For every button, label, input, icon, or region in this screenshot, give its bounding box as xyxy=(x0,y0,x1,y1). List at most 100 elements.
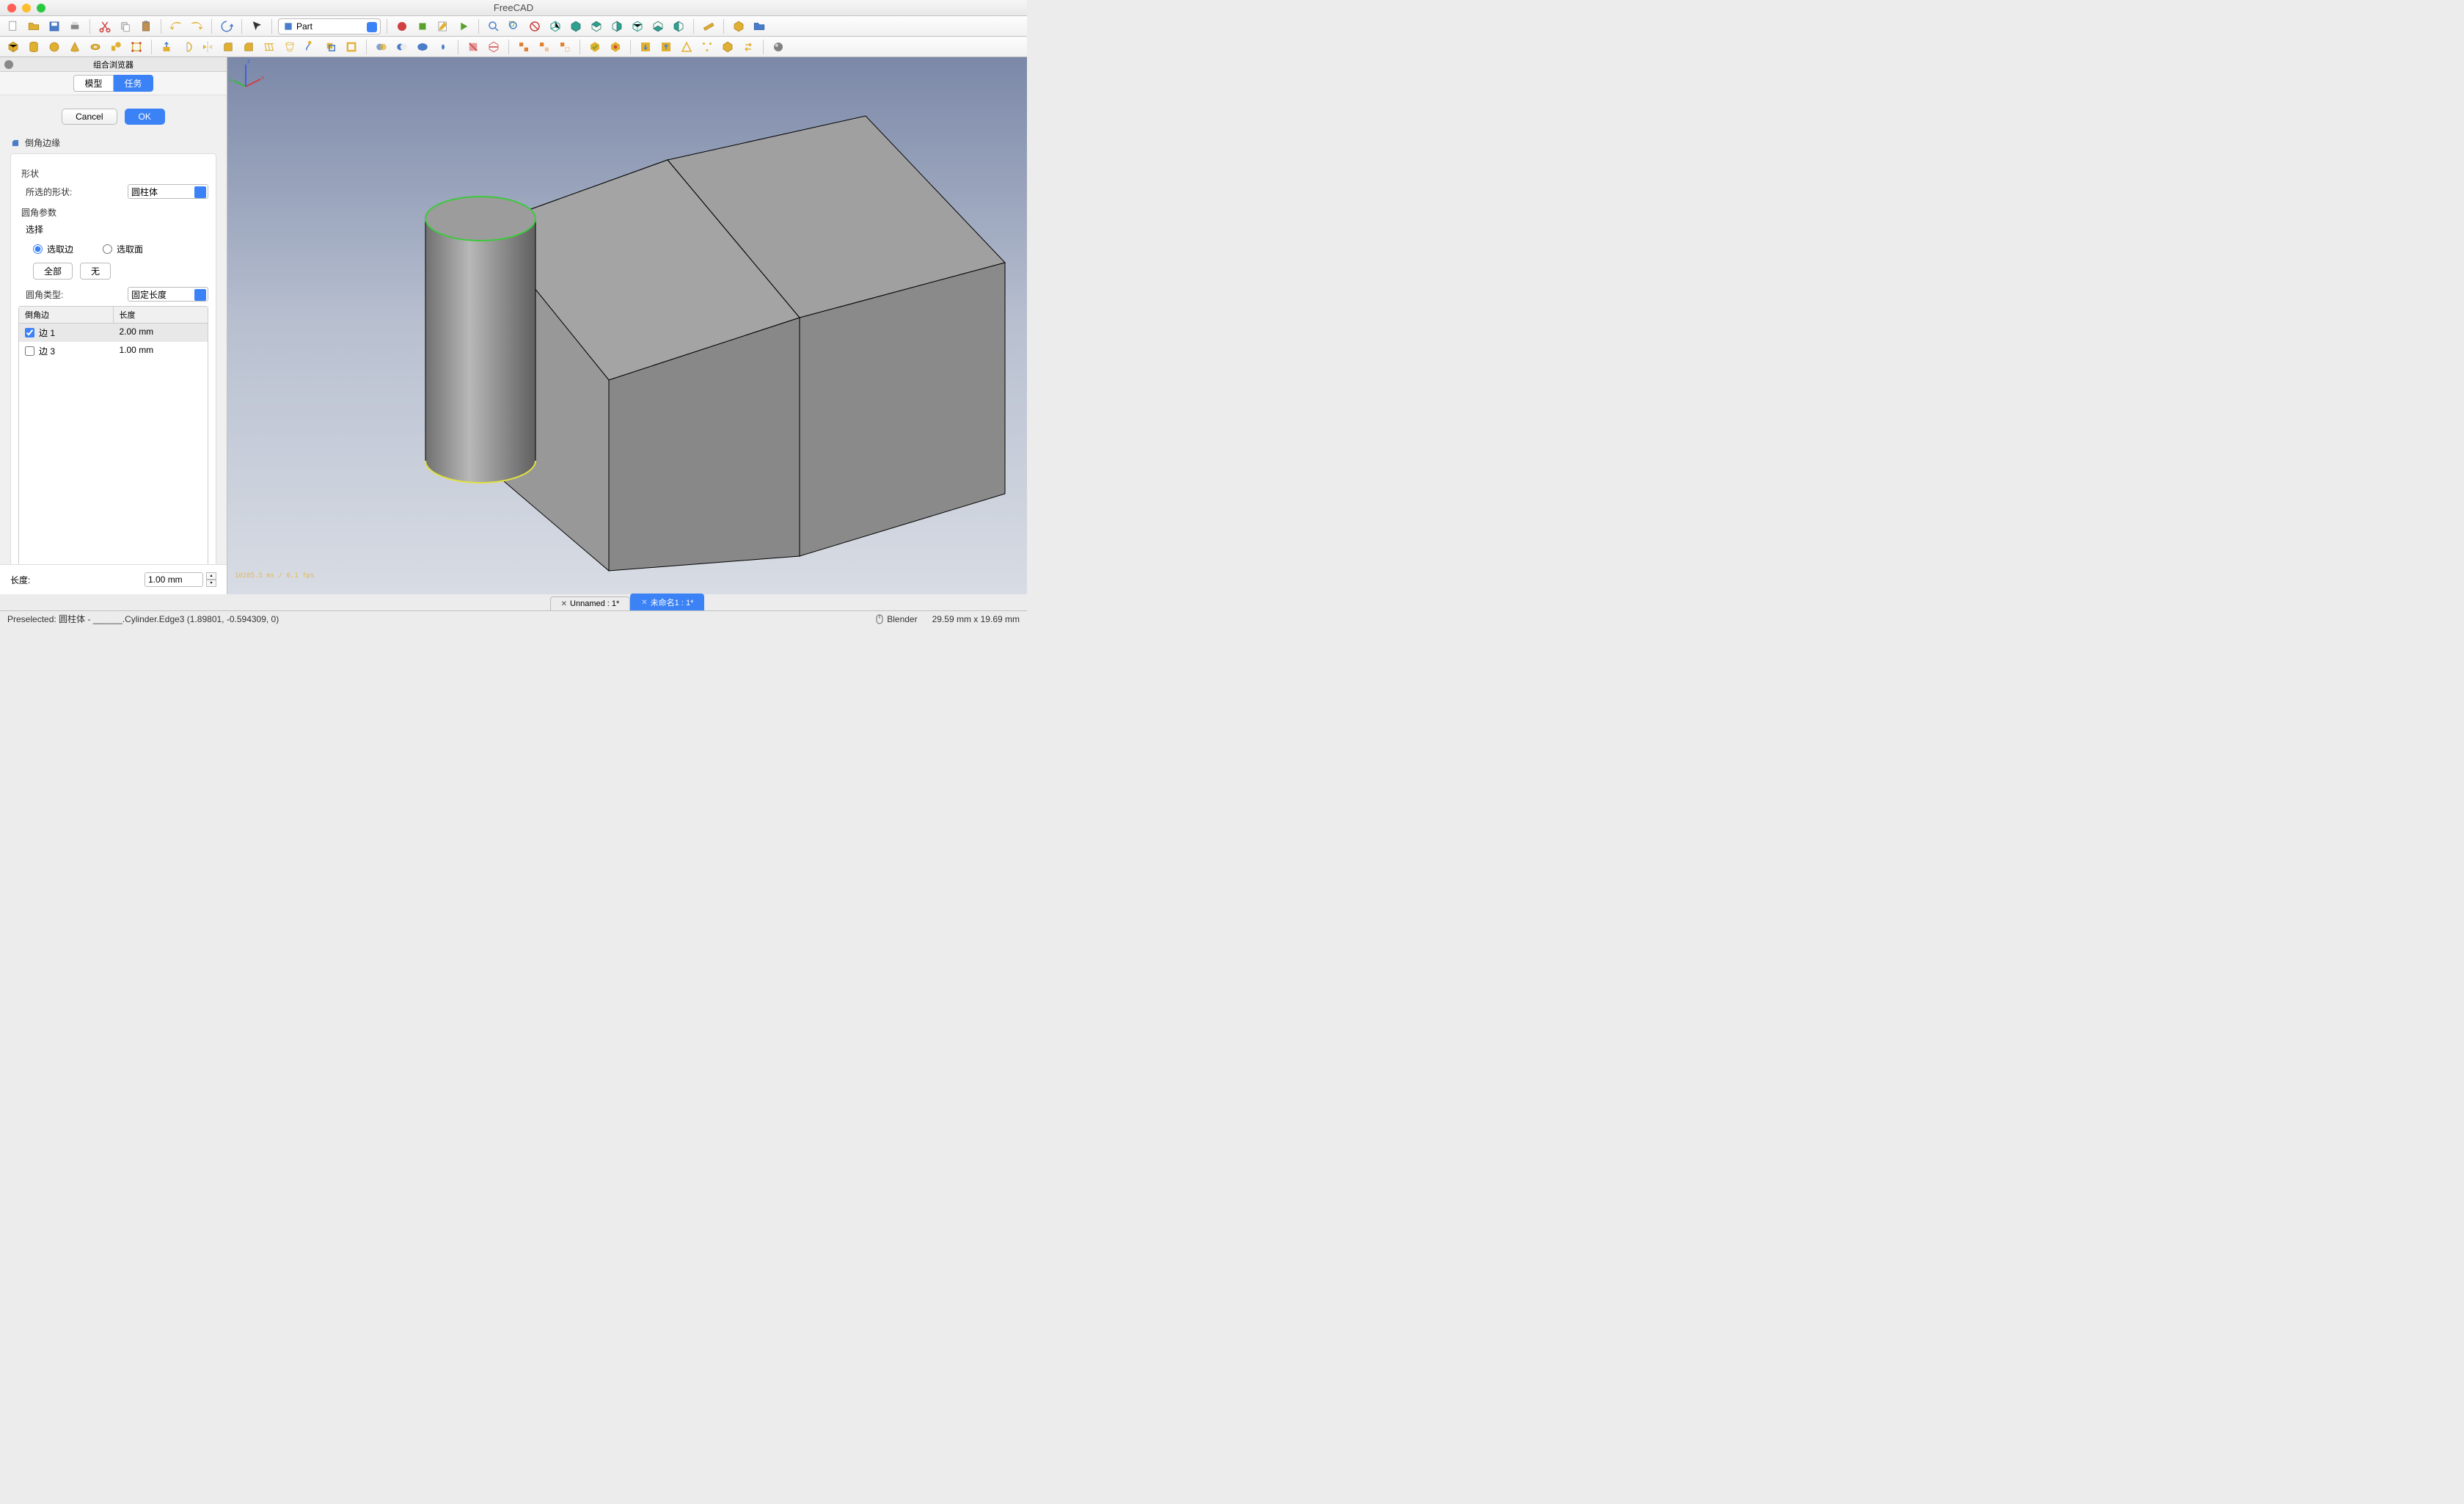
panel-icon xyxy=(4,60,13,69)
paste-button[interactable] xyxy=(137,18,155,35)
close-window-button[interactable] xyxy=(7,4,16,12)
cursor-button[interactable] xyxy=(248,18,266,35)
doc-tab-label: 未命名1 : 1* xyxy=(651,596,694,608)
close-tab-icon[interactable]: ✕ xyxy=(641,599,647,607)
points-from-mesh-button[interactable] xyxy=(698,38,716,56)
boolean-button[interactable] xyxy=(373,38,390,56)
compound-filter-button[interactable] xyxy=(556,38,574,56)
ok-button[interactable]: OK xyxy=(125,109,165,125)
view-left-button[interactable] xyxy=(670,18,687,35)
shape-from-mesh-button[interactable] xyxy=(678,38,695,56)
check-geometry-button[interactable] xyxy=(586,38,604,56)
select-none-button[interactable]: 无 xyxy=(80,263,111,280)
export-button[interactable] xyxy=(657,38,675,56)
view-iso-button[interactable] xyxy=(546,18,564,35)
loft-button[interactable] xyxy=(281,38,299,56)
view-front-button[interactable] xyxy=(567,18,585,35)
view-bottom-button[interactable] xyxy=(649,18,667,35)
mouse-icon xyxy=(875,614,884,624)
cylinder-primitive-button[interactable] xyxy=(25,38,43,56)
macro-play-button[interactable] xyxy=(455,18,472,35)
view-right-button[interactable] xyxy=(608,18,626,35)
defeaturing-button[interactable] xyxy=(607,38,624,56)
cancel-button[interactable]: Cancel xyxy=(62,109,117,125)
sphere-primitive-button[interactable] xyxy=(45,38,63,56)
ruled-surface-button[interactable] xyxy=(260,38,278,56)
length-input[interactable] xyxy=(145,572,203,587)
intersect-boolean-button[interactable] xyxy=(434,38,452,56)
thickness-button[interactable] xyxy=(343,38,360,56)
select-all-button[interactable]: 全部 xyxy=(33,263,73,280)
fillet-button[interactable] xyxy=(219,38,237,56)
radio-select-edge[interactable]: 选取边 xyxy=(33,243,73,255)
refresh-button[interactable] xyxy=(218,18,235,35)
group-button[interactable] xyxy=(750,18,768,35)
edge-checkbox[interactable] xyxy=(25,328,34,337)
appearance-button[interactable] xyxy=(769,38,787,56)
extrude-button[interactable] xyxy=(158,38,175,56)
table-row[interactable]: 边 1 2.00 mm xyxy=(19,324,208,342)
revolve-button[interactable] xyxy=(178,38,196,56)
explode-compound-button[interactable] xyxy=(535,38,553,56)
cube-primitive-button[interactable] xyxy=(4,38,22,56)
convert-to-solid-button[interactable] xyxy=(719,38,736,56)
zoom-selection-button[interactable] xyxy=(505,18,523,35)
doc-tab[interactable]: ✕Unnamed : 1* xyxy=(550,596,631,610)
cut-boolean-button[interactable] xyxy=(393,38,411,56)
primitives-button[interactable] xyxy=(107,38,125,56)
macro-stop-button[interactable] xyxy=(414,18,431,35)
tab-task[interactable]: 任务 xyxy=(114,75,153,92)
length-spinner[interactable]: ▴▾ xyxy=(206,572,216,587)
view-top-button[interactable] xyxy=(588,18,605,35)
zoom-fit-button[interactable] xyxy=(485,18,502,35)
offset-button[interactable] xyxy=(322,38,340,56)
nav-style-indicator[interactable]: Blender xyxy=(875,614,917,624)
panel-tabs: 模型 任务 xyxy=(0,72,227,95)
torus-primitive-button[interactable] xyxy=(87,38,104,56)
workbench-selector-label: Part xyxy=(296,21,312,32)
measure-button[interactable] xyxy=(700,18,717,35)
new-file-button[interactable] xyxy=(4,18,22,35)
import-button[interactable] xyxy=(637,38,654,56)
draw-style-button[interactable] xyxy=(526,18,544,35)
edge-checkbox[interactable] xyxy=(25,346,34,356)
cut-button[interactable] xyxy=(96,18,114,35)
task-title-label: 倒角边缘 xyxy=(25,136,60,149)
section-button[interactable] xyxy=(464,38,482,56)
workbench-selector[interactable]: Part xyxy=(278,18,381,34)
shape-select[interactable]: 圆柱体 xyxy=(128,184,208,199)
part-button[interactable] xyxy=(730,18,747,35)
cone-primitive-button[interactable] xyxy=(66,38,84,56)
table-row[interactable]: 边 3 1.00 mm xyxy=(19,342,208,360)
doc-tab[interactable]: ✕ 未命名1 : 1* xyxy=(630,594,704,610)
open-file-button[interactable] xyxy=(25,18,43,35)
tab-model[interactable]: 模型 xyxy=(73,75,113,92)
3d-viewport[interactable]: 10285.5 ms / 0.1 fps x y z xyxy=(227,57,1027,594)
print-button[interactable] xyxy=(66,18,84,35)
reverse-shapes-button[interactable] xyxy=(739,38,757,56)
minimize-window-button[interactable] xyxy=(22,4,31,12)
view-rear-button[interactable] xyxy=(629,18,646,35)
undo-button[interactable] xyxy=(167,18,185,35)
sweep-button[interactable] xyxy=(301,38,319,56)
cylinder-shape xyxy=(425,197,535,483)
chamfer-button[interactable] xyxy=(240,38,257,56)
maximize-window-button[interactable] xyxy=(37,4,45,12)
shape-builder-button[interactable] xyxy=(128,38,145,56)
edges-table: 倒角边 长度 边 1 2.00 mm 边 3 1.00 mm xyxy=(18,306,208,564)
macro-record-button[interactable] xyxy=(393,18,411,35)
macro-edit-button[interactable] xyxy=(434,18,452,35)
close-tab-icon[interactable]: ✕ xyxy=(561,600,567,608)
union-boolean-button[interactable] xyxy=(414,38,431,56)
edge-length: 1.00 mm xyxy=(114,343,208,359)
copy-button[interactable] xyxy=(117,18,134,35)
col-edge: 倒角边 xyxy=(19,307,114,323)
redo-button[interactable] xyxy=(188,18,205,35)
cross-section-button[interactable] xyxy=(485,38,502,56)
save-file-button[interactable] xyxy=(45,18,63,35)
mirror-button[interactable] xyxy=(199,38,216,56)
svg-text:y: y xyxy=(229,76,232,82)
make-compound-button[interactable] xyxy=(515,38,533,56)
fillet-type-select[interactable]: 固定长度 xyxy=(128,287,208,302)
radio-select-face[interactable]: 选取面 xyxy=(103,243,143,255)
